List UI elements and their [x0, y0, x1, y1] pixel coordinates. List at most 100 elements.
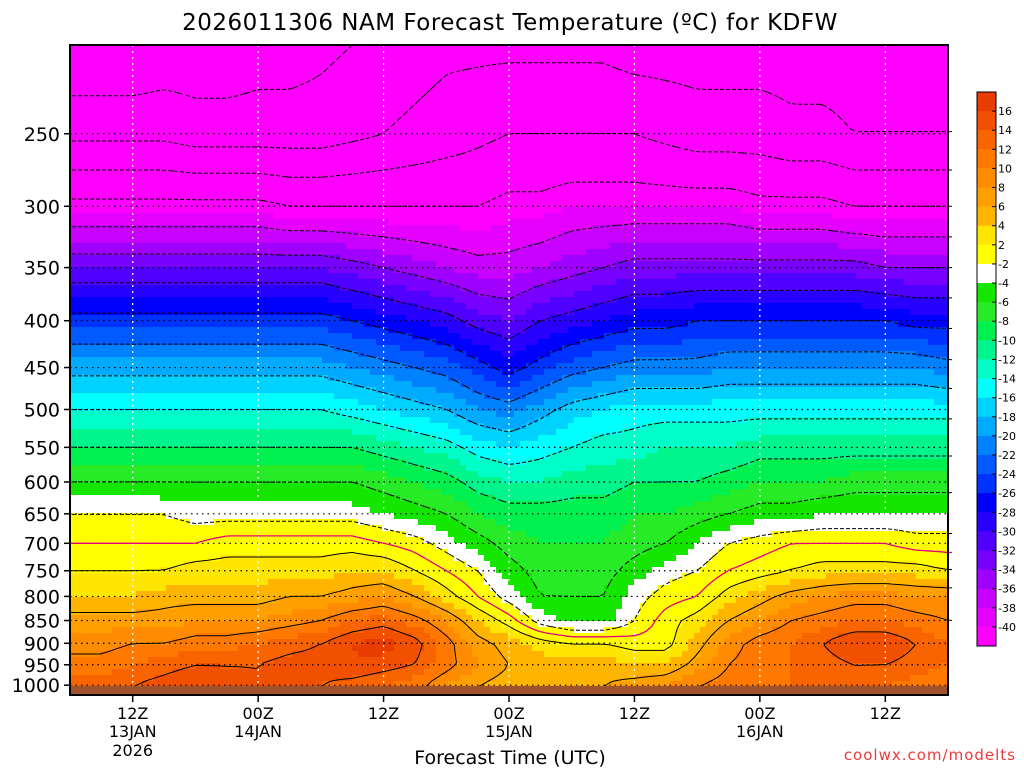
field-cell: [388, 57, 395, 64]
field-cell: [346, 141, 353, 148]
field-cell: [304, 189, 311, 196]
field-cell: [124, 189, 131, 196]
field-cell: [352, 75, 359, 82]
field-cell: [712, 213, 719, 220]
field-cell: [844, 45, 851, 52]
field-cell: [796, 243, 803, 250]
field-cell: [922, 213, 929, 220]
field-cell: [916, 81, 923, 88]
field-cell: [520, 99, 527, 106]
field-cell: [754, 69, 761, 76]
field-cell: [208, 141, 215, 148]
field-cell: [316, 117, 323, 124]
field-cell: [280, 57, 287, 64]
field-cell: [202, 141, 209, 148]
field-cell: [214, 129, 221, 136]
field-cell: [538, 105, 545, 112]
field-cell: [214, 231, 221, 238]
field-cell: [616, 93, 623, 100]
field-cell: [112, 75, 119, 82]
field-cell: [172, 81, 179, 88]
field-cell: [442, 219, 449, 226]
field-cell: [478, 99, 485, 106]
field-cell: [790, 237, 797, 244]
field-cell: [838, 219, 845, 226]
field-cell: [586, 177, 593, 184]
field-cell: [76, 81, 83, 88]
field-cell: [76, 69, 83, 76]
field-cell: [178, 87, 185, 94]
field-cell: [796, 69, 803, 76]
field-cell: [472, 63, 479, 70]
field-cell: [520, 63, 527, 70]
field-cell: [514, 63, 521, 70]
field-cell: [154, 57, 161, 64]
field-cell: [238, 243, 245, 250]
field-cell: [406, 213, 413, 220]
field-cell: [490, 75, 497, 82]
field-cell: [562, 99, 569, 106]
field-cell: [610, 159, 617, 166]
field-cell: [700, 219, 707, 226]
field-cell: [556, 243, 563, 250]
field-cell: [706, 135, 713, 142]
field-cell: [112, 183, 119, 190]
field-cell: [526, 159, 533, 166]
field-cell: [616, 243, 623, 250]
field-cell: [88, 45, 95, 52]
field-cell: [292, 147, 299, 154]
field-cell: [466, 135, 473, 142]
field-cell: [148, 51, 155, 58]
field-cell: [550, 213, 557, 220]
field-cell: [454, 189, 461, 196]
field-cell: [832, 231, 839, 238]
field-cell: [406, 219, 413, 226]
field-cell: [898, 183, 905, 190]
field-cell: [700, 237, 707, 244]
field-cell: [790, 201, 797, 208]
field-cell: [820, 63, 827, 70]
field-cell: [844, 123, 851, 130]
field-cell: [646, 99, 653, 106]
field-cell: [862, 207, 869, 214]
field-cell: [124, 207, 131, 214]
field-cell: [94, 231, 101, 238]
field-cell: [838, 201, 845, 208]
field-cell: [766, 51, 773, 58]
field-cell: [346, 75, 353, 82]
field-cell: [904, 117, 911, 124]
field-cell: [754, 93, 761, 100]
field-cell: [424, 105, 431, 112]
field-cell: [184, 165, 191, 172]
field-cell: [538, 57, 545, 64]
field-cell: [760, 177, 767, 184]
field-cell: [796, 105, 803, 112]
field-cell: [598, 57, 605, 64]
field-cell: [580, 195, 587, 202]
field-cell: [568, 81, 575, 88]
field-cell: [142, 213, 149, 220]
field-cell: [550, 129, 557, 136]
field-cell: [724, 51, 731, 58]
field-cell: [298, 237, 305, 244]
field-cell: [274, 117, 281, 124]
field-cell: [622, 159, 629, 166]
field-cell: [832, 111, 839, 118]
field-cell: [622, 237, 629, 244]
field-cell: [346, 183, 353, 190]
field-cell: [238, 237, 245, 244]
field-cell: [220, 99, 227, 106]
field-cell: [430, 183, 437, 190]
field-cell: [760, 183, 767, 190]
field-cell: [532, 147, 539, 154]
field-cell: [388, 165, 395, 172]
field-cell: [568, 45, 575, 52]
field-cell: [724, 213, 731, 220]
field-cell: [592, 225, 599, 232]
field-cell: [460, 153, 467, 160]
field-cell: [478, 225, 485, 232]
field-cell: [934, 57, 941, 64]
field-cell: [88, 237, 95, 244]
field-cell: [610, 105, 617, 112]
field-cell: [646, 195, 653, 202]
